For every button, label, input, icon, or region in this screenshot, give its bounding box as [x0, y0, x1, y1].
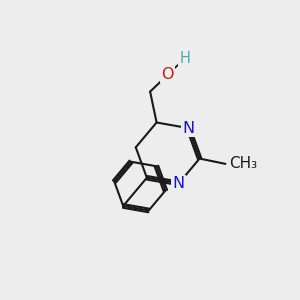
Text: CH₃: CH₃ — [229, 156, 257, 171]
Text: N: N — [182, 121, 194, 136]
Text: N: N — [173, 176, 185, 191]
Text: H: H — [179, 51, 190, 66]
Text: O: O — [161, 67, 174, 82]
